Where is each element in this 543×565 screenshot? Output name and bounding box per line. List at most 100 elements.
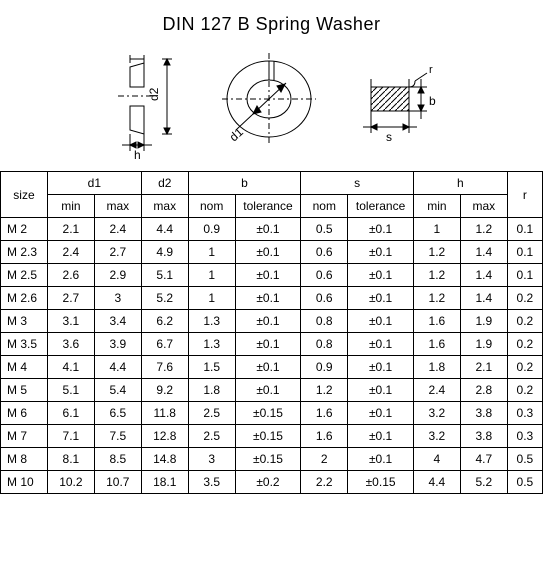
cell-s_nom: 2 — [301, 448, 348, 471]
cell-s_nom: 0.8 — [301, 310, 348, 333]
table-row: M 1010.210.718.13.5±0.22.2±0.154.45.20.5 — [1, 471, 543, 494]
table-row: M 33.13.46.21.3±0.10.8±0.11.61.90.2 — [1, 310, 543, 333]
table-row: M 2.62.735.21±0.10.6±0.11.21.40.2 — [1, 287, 543, 310]
table-row: M 66.16.511.82.5±0.151.6±0.13.23.80.3 — [1, 402, 543, 425]
cell-d1_max: 3 — [94, 287, 141, 310]
cell-r: 0.1 — [507, 264, 542, 287]
cell-b_tol: ±0.1 — [235, 356, 301, 379]
cell-r: 0.2 — [507, 333, 542, 356]
cell-b_nom: 2.5 — [188, 425, 235, 448]
cell-s_tol: ±0.1 — [348, 448, 414, 471]
th-h: h — [413, 172, 507, 195]
cell-s_nom: 2.2 — [301, 471, 348, 494]
cell-b_tol: ±0.1 — [235, 287, 301, 310]
th-h-max: max — [460, 195, 507, 218]
cell-b_tol: ±0.15 — [235, 425, 301, 448]
label-d1: d1 — [226, 124, 246, 144]
cell-s_nom: 0.9 — [301, 356, 348, 379]
cell-h_max: 1.2 — [460, 218, 507, 241]
cell-r: 0.5 — [507, 471, 542, 494]
cell-b_tol: ±0.1 — [235, 241, 301, 264]
cell-d2_max: 7.6 — [141, 356, 188, 379]
th-b-tol: tolerance — [235, 195, 301, 218]
cell-d1_min: 8.1 — [47, 448, 94, 471]
diagram-section-view: r b s — [349, 49, 444, 164]
cell-d1_max: 7.5 — [94, 425, 141, 448]
cell-b_nom: 2.5 — [188, 402, 235, 425]
cell-h_min: 1.2 — [413, 287, 460, 310]
cell-h_max: 1.9 — [460, 333, 507, 356]
cell-b_tol: ±0.1 — [235, 333, 301, 356]
cell-s_tol: ±0.1 — [348, 264, 414, 287]
cell-size: M 10 — [1, 471, 48, 494]
cell-h_min: 3.2 — [413, 402, 460, 425]
cell-d1_max: 2.7 — [94, 241, 141, 264]
cell-s_tol: ±0.1 — [348, 241, 414, 264]
cell-d1_max: 3.9 — [94, 333, 141, 356]
cell-d1_min: 2.7 — [47, 287, 94, 310]
cell-d1_max: 4.4 — [94, 356, 141, 379]
cell-d2_max: 4.9 — [141, 241, 188, 264]
cell-d2_max: 18.1 — [141, 471, 188, 494]
cell-s_nom: 0.6 — [301, 264, 348, 287]
cell-h_min: 4 — [413, 448, 460, 471]
cell-b_tol: ±0.2 — [235, 471, 301, 494]
cell-d1_max: 10.7 — [94, 471, 141, 494]
cell-size: M 5 — [1, 379, 48, 402]
cell-r: 0.3 — [507, 425, 542, 448]
table-row: M 3.53.63.96.71.3±0.10.8±0.11.61.90.2 — [1, 333, 543, 356]
table-row: M 77.17.512.82.5±0.151.6±0.13.23.80.3 — [1, 425, 543, 448]
cell-h_min: 1.6 — [413, 333, 460, 356]
cell-d1_min: 2.4 — [47, 241, 94, 264]
cell-size: M 2.5 — [1, 264, 48, 287]
table-row: M 2.52.62.95.11±0.10.6±0.11.21.40.1 — [1, 264, 543, 287]
cell-s_tol: ±0.1 — [348, 333, 414, 356]
cell-b_nom: 1 — [188, 264, 235, 287]
cell-s_nom: 0.5 — [301, 218, 348, 241]
dimensions-table: size d1 d2 b s h r min max max nom toler… — [0, 171, 543, 494]
cell-b_nom: 1.3 — [188, 310, 235, 333]
table-row: M 2.32.42.74.91±0.10.6±0.11.21.40.1 — [1, 241, 543, 264]
cell-b_tol: ±0.1 — [235, 310, 301, 333]
cell-d1_min: 10.2 — [47, 471, 94, 494]
cell-b_nom: 1 — [188, 241, 235, 264]
cell-size: M 3 — [1, 310, 48, 333]
cell-b_nom: 3 — [188, 448, 235, 471]
cell-h_max: 1.4 — [460, 264, 507, 287]
cell-d1_max: 3.4 — [94, 310, 141, 333]
th-d2-max: max — [141, 195, 188, 218]
cell-h_min: 3.2 — [413, 425, 460, 448]
page-title: DIN 127 B Spring Washer — [0, 0, 543, 41]
cell-d1_min: 5.1 — [47, 379, 94, 402]
cell-size: M 6 — [1, 402, 48, 425]
cell-d1_min: 3.6 — [47, 333, 94, 356]
cell-b_nom: 1.5 — [188, 356, 235, 379]
label-s: s — [386, 130, 392, 144]
cell-size: M 2.6 — [1, 287, 48, 310]
cell-s_nom: 0.6 — [301, 287, 348, 310]
cell-b_nom: 1.8 — [188, 379, 235, 402]
cell-h_min: 1 — [413, 218, 460, 241]
table-row: M 44.14.47.61.5±0.10.9±0.11.82.10.2 — [1, 356, 543, 379]
diagram-top-view: d1 — [212, 49, 327, 164]
cell-size: M 2.3 — [1, 241, 48, 264]
th-s-tol: tolerance — [348, 195, 414, 218]
cell-h_min: 2.4 — [413, 379, 460, 402]
label-d2: d2 — [147, 87, 161, 101]
diagram-side-view: d2 h — [100, 49, 190, 164]
cell-d1_min: 2.1 — [47, 218, 94, 241]
cell-size: M 2 — [1, 218, 48, 241]
cell-d1_max: 6.5 — [94, 402, 141, 425]
th-h-min: min — [413, 195, 460, 218]
th-b: b — [188, 172, 301, 195]
label-h: h — [134, 148, 141, 162]
th-s-nom: nom — [301, 195, 348, 218]
th-d1: d1 — [47, 172, 141, 195]
cell-r: 0.5 — [507, 448, 542, 471]
cell-s_tol: ±0.1 — [348, 402, 414, 425]
cell-b_tol: ±0.1 — [235, 264, 301, 287]
cell-d1_min: 2.6 — [47, 264, 94, 287]
th-d1-max: max — [94, 195, 141, 218]
cell-s_tol: ±0.1 — [348, 310, 414, 333]
cell-d2_max: 6.2 — [141, 310, 188, 333]
